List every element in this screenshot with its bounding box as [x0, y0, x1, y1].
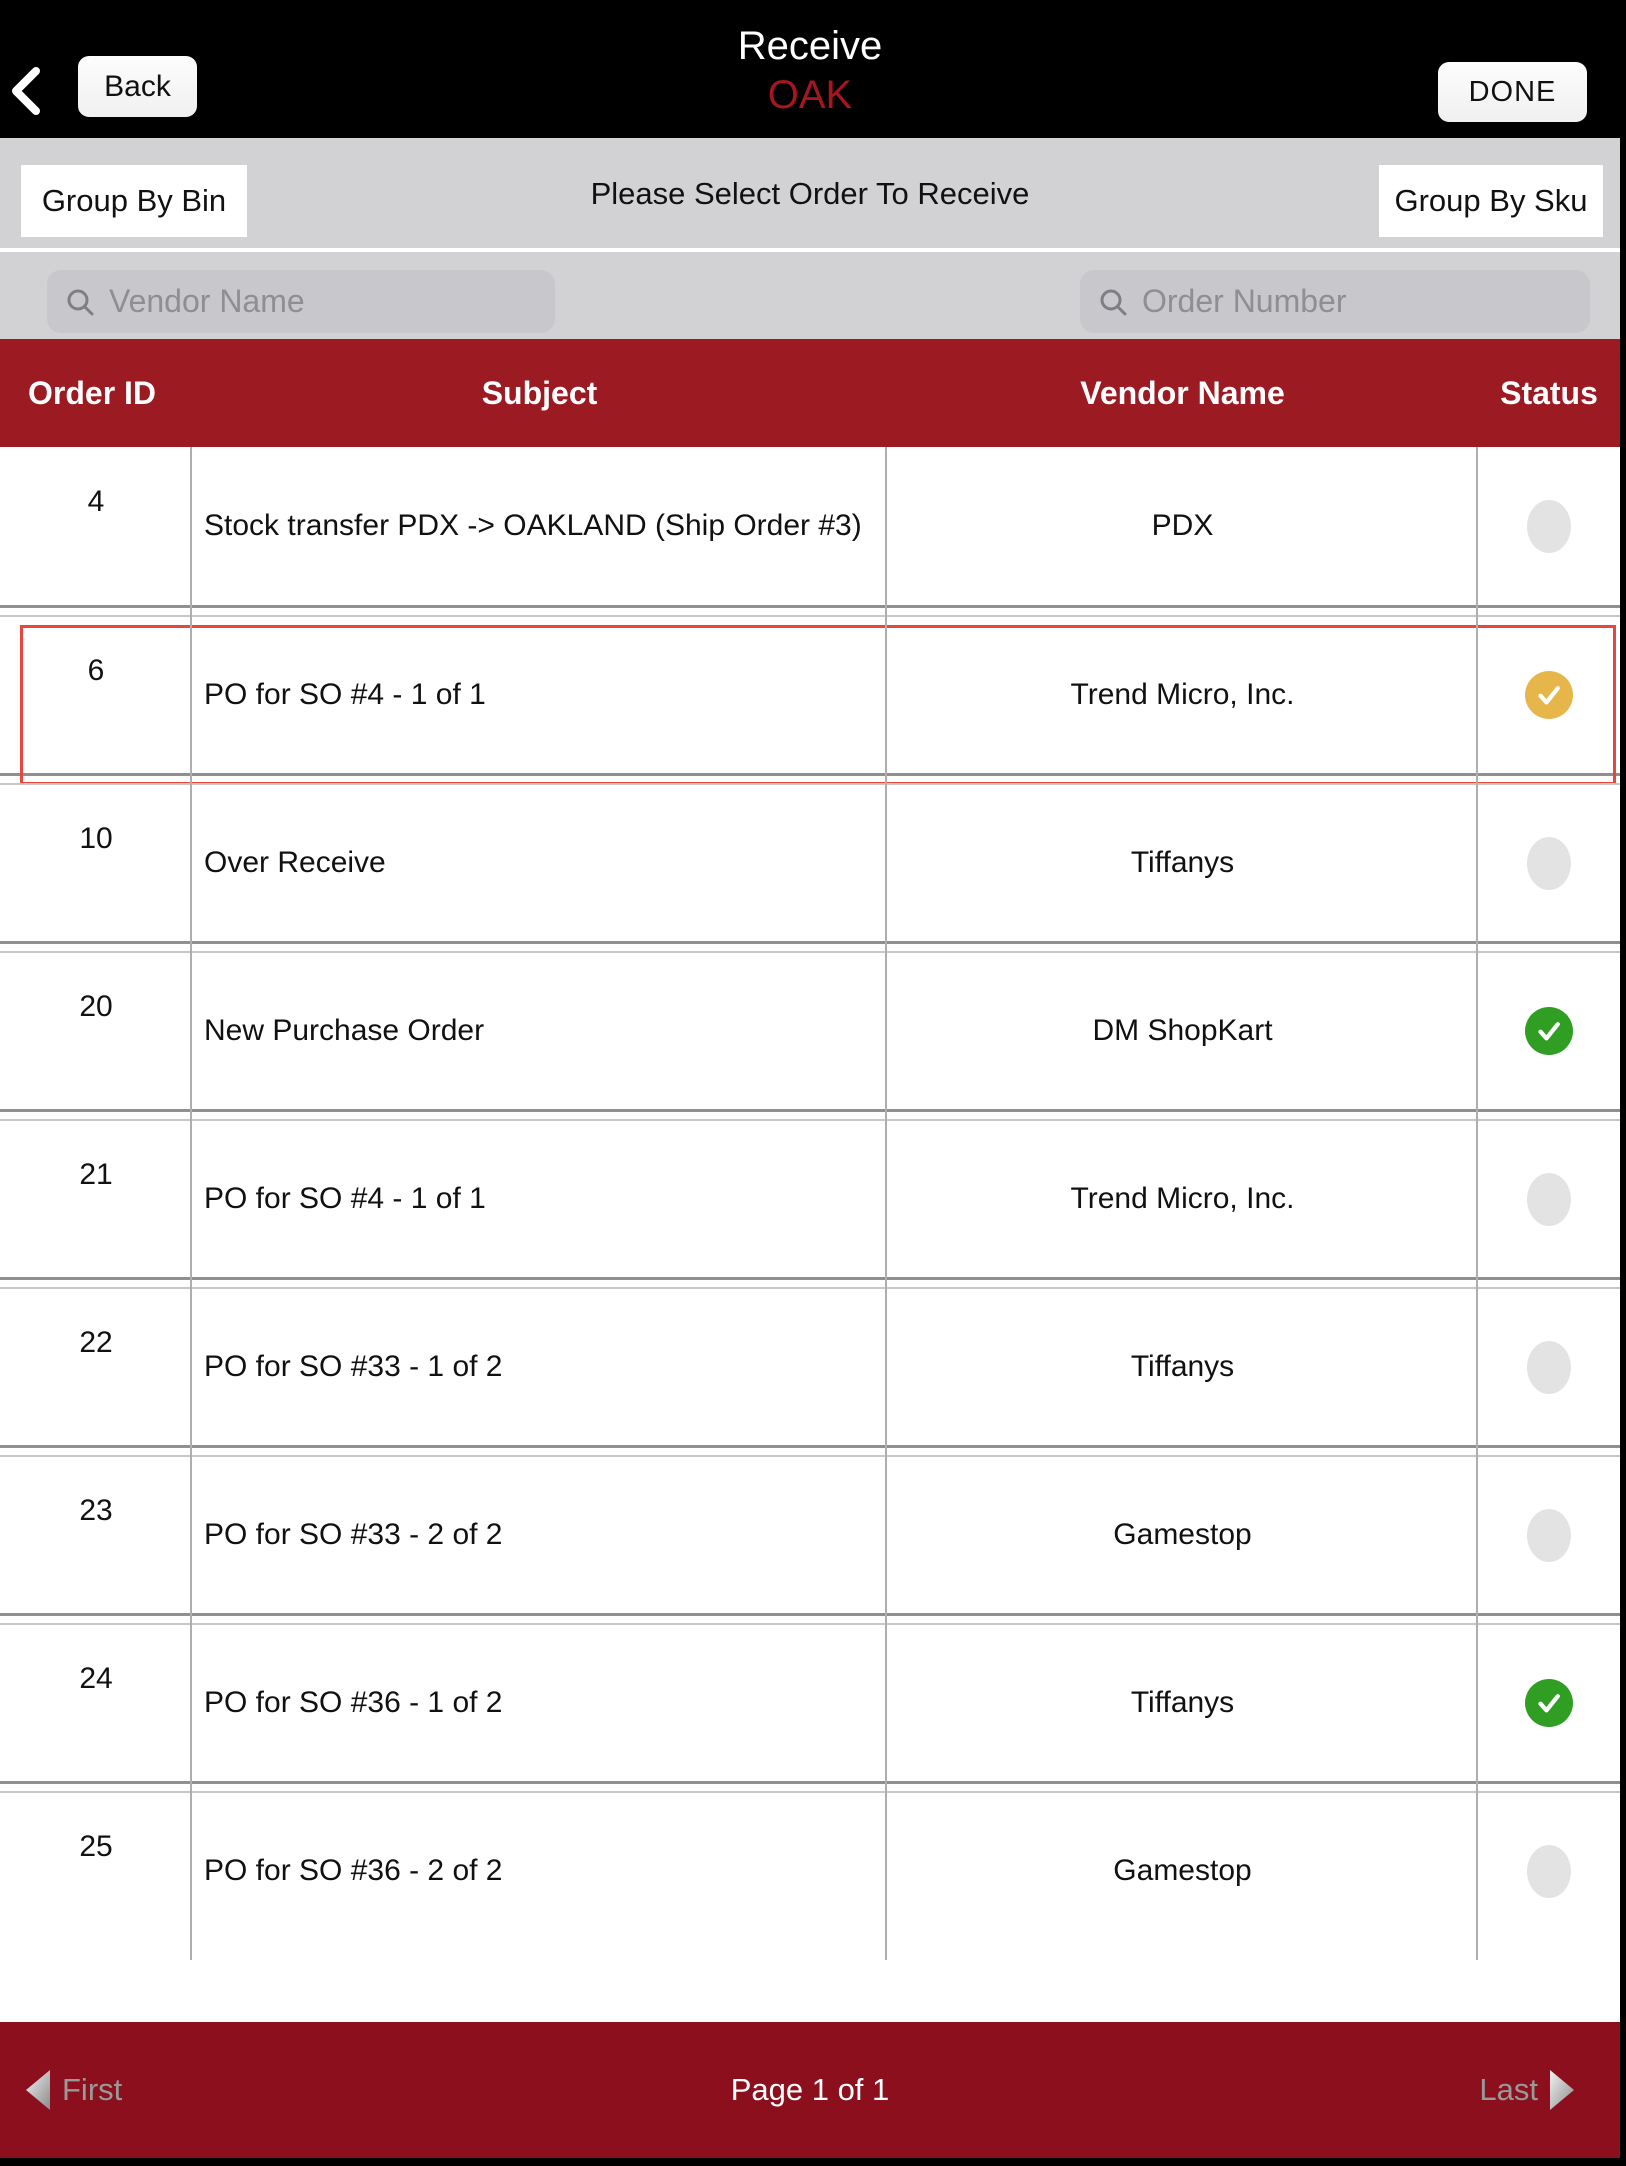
column-header-status: Status [1500, 374, 1598, 411]
status-icon [1525, 1679, 1573, 1727]
order-rows: 4 Stock transfer PDX -> OAKLAND (Ship Or… [0, 447, 1620, 1949]
order-row[interactable]: 22 PO for SO #33 - 1 of 2 Tiffanys [0, 1287, 1620, 1448]
order-row[interactable]: 20 New Purchase Order DM ShopKart [0, 951, 1620, 1112]
column-divider [190, 447, 192, 1960]
done-button[interactable]: DONE [1438, 62, 1587, 122]
order-row[interactable]: 23 PO for SO #33 - 2 of 2 Gamestop [0, 1455, 1620, 1616]
order-id-cell: 23 [79, 1494, 113, 1527]
title-block: Receive OAK [0, 26, 1620, 115]
status-icon [1527, 836, 1571, 890]
subject-cell: PO for SO #33 - 1 of 2 [204, 1350, 503, 1383]
order-row[interactable]: 10 Over Receive Tiffanys [0, 783, 1620, 944]
arrow-left-icon [26, 2070, 50, 2110]
vendor-cell: DM ShopKart [1092, 1014, 1273, 1047]
page-indicator: Page 1 of 1 [730, 2072, 890, 2107]
subject-cell: PO for SO #4 - 1 of 1 [204, 1182, 486, 1215]
subject-cell: PO for SO #33 - 2 of 2 [204, 1518, 503, 1551]
search-icon [1100, 289, 1127, 315]
vendor-cell: Gamestop [1113, 1854, 1252, 1887]
column-header-order-id: Order ID [28, 374, 157, 411]
table-header: Order ID Subject Vendor Name Status [0, 339, 1620, 447]
last-page-label: Last [1479, 2072, 1538, 2107]
store-code-label: OAK [767, 73, 853, 117]
status-icon [1527, 1508, 1571, 1562]
search-icon [67, 289, 94, 315]
status-cell [1478, 953, 1620, 1109]
vendor-search-field[interactable] [47, 270, 555, 333]
order-row[interactable]: 25 PO for SO #36 - 2 of 2 Gamestop [0, 1791, 1620, 1949]
group-by-bin-button[interactable]: Group By Bin [21, 165, 247, 237]
column-divider [1476, 447, 1478, 1960]
back-button[interactable]: Back [78, 56, 197, 117]
search-bar [0, 252, 1620, 339]
vendor-cell: PDX [1151, 509, 1214, 542]
status-cell [1478, 447, 1620, 605]
order-id-cell: 25 [79, 1830, 113, 1863]
top-bar: Back Receive OAK DONE [0, 0, 1620, 138]
select-order-prompt: Please Select Order To Receive [590, 176, 1030, 211]
check-icon [1538, 686, 1560, 705]
order-row[interactable]: 21 PO for SO #4 - 1 of 1 Trend Micro, In… [0, 1119, 1620, 1280]
order-id-cell: 24 [79, 1662, 113, 1695]
status-cell [1478, 1289, 1620, 1445]
page-title: Receive [737, 24, 883, 68]
pager-bar: First Page 1 of 1 Last [0, 2022, 1620, 2158]
order-search-input[interactable] [1140, 282, 1572, 321]
order-id-cell: 4 [87, 485, 105, 518]
subject-cell: PO for SO #4 - 1 of 1 [204, 678, 486, 711]
status-cell [1478, 617, 1620, 773]
order-id-cell: 21 [79, 1158, 113, 1191]
order-id-cell: 10 [79, 822, 113, 855]
column-divider [885, 447, 887, 1960]
back-chevron-icon[interactable] [8, 66, 42, 116]
status-icon [1527, 499, 1571, 553]
vendor-cell: Tiffanys [1130, 1686, 1235, 1719]
status-icon [1527, 1844, 1571, 1898]
status-cell [1478, 785, 1620, 941]
order-row[interactable]: 6 PO for SO #4 - 1 of 1 Trend Micro, Inc… [0, 615, 1620, 785]
vendor-cell: Gamestop [1113, 1518, 1252, 1551]
order-id-cell: 6 [87, 654, 105, 687]
subject-cell: Stock transfer PDX -> OAKLAND (Ship Orde… [204, 509, 862, 542]
status-cell [1478, 1625, 1620, 1781]
group-by-bar: Group By Bin Please Select Order To Rece… [0, 138, 1620, 252]
last-page-button[interactable]: Last [1479, 2022, 1576, 2158]
arrow-right-icon [1550, 2070, 1574, 2110]
subject-cell: PO for SO #36 - 1 of 2 [204, 1686, 503, 1719]
order-row[interactable]: 4 Stock transfer PDX -> OAKLAND (Ship Or… [0, 447, 1620, 608]
first-page-button[interactable]: First [24, 2022, 122, 2158]
order-row[interactable]: 24 PO for SO #36 - 1 of 2 Tiffanys [0, 1623, 1620, 1784]
group-by-sku-button[interactable]: Group By Sku [1379, 165, 1603, 237]
order-table-body: 4 Stock transfer PDX -> OAKLAND (Ship Or… [0, 447, 1620, 1962]
subject-cell: New Purchase Order [204, 1014, 485, 1047]
column-header-vendor-name: Vendor Name [1080, 374, 1285, 411]
status-cell [1478, 1457, 1620, 1613]
column-header-subject: Subject [481, 374, 598, 411]
status-icon [1525, 1007, 1573, 1055]
vendor-cell: Tiffanys [1130, 846, 1235, 879]
subject-cell: Over Receive [204, 846, 386, 879]
order-id-cell: 20 [79, 990, 113, 1023]
vendor-cell: Trend Micro, Inc. [1070, 678, 1295, 711]
status-cell [1478, 1121, 1620, 1277]
order-search-field[interactable] [1080, 270, 1590, 333]
vendor-cell: Tiffanys [1130, 1350, 1235, 1383]
vendor-cell: Trend Micro, Inc. [1070, 1182, 1295, 1215]
check-icon [1538, 1022, 1560, 1041]
status-icon [1527, 1172, 1571, 1226]
vendor-search-input[interactable] [107, 282, 537, 321]
status-icon [1527, 1340, 1571, 1394]
check-icon [1538, 1694, 1560, 1713]
status-icon [1525, 671, 1573, 719]
subject-cell: PO for SO #36 - 2 of 2 [204, 1854, 503, 1887]
order-id-cell: 22 [79, 1326, 113, 1359]
status-cell [1478, 1793, 1620, 1949]
first-page-label: First [62, 2072, 123, 2107]
